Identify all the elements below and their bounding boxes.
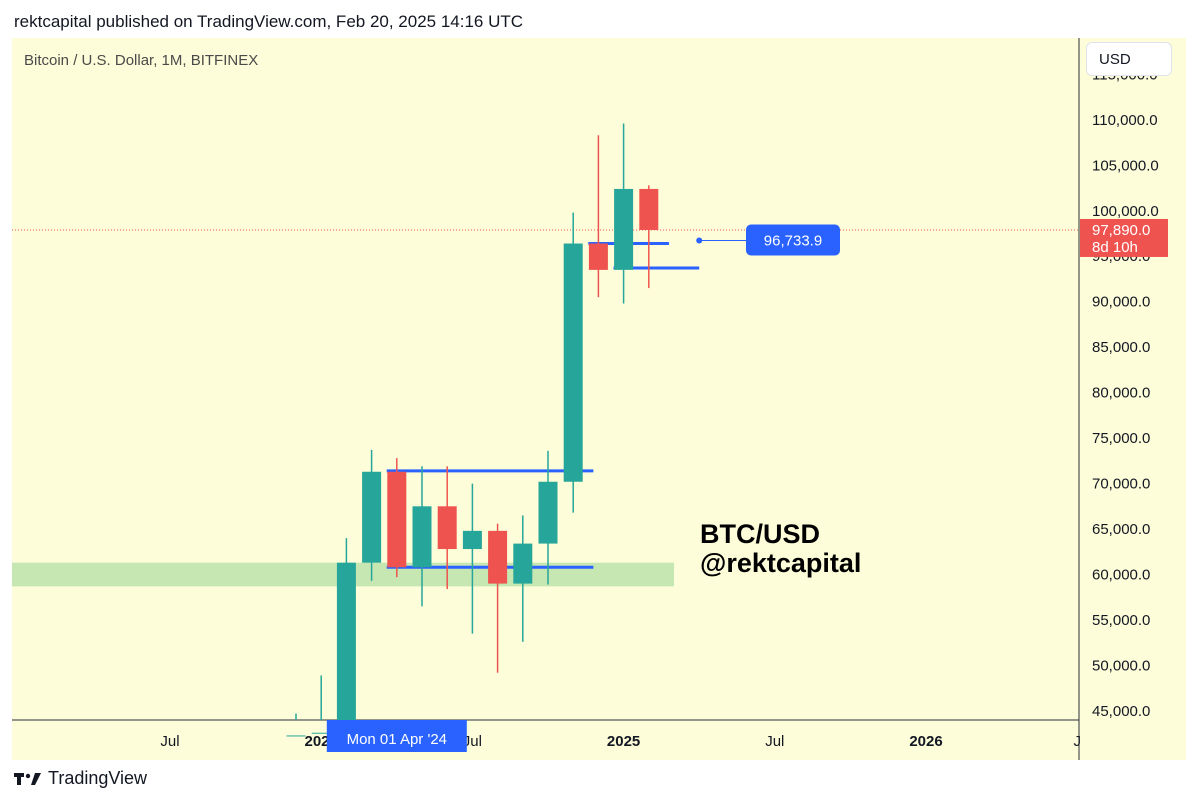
x-tick-label: 2026 — [909, 733, 942, 750]
x-tick-label: Jul — [463, 733, 482, 750]
candle-2024-06[interactable] — [437, 466, 457, 590]
candle-2024-12[interactable] — [588, 135, 608, 298]
candle-body — [311, 732, 331, 734]
watermark-line-2: @rektcapital — [700, 548, 862, 578]
candle-2023-12[interactable] — [286, 713, 306, 737]
last-price-value: 97,890.0 — [1092, 222, 1150, 239]
candle-2024-07[interactable] — [462, 483, 482, 634]
candlestick-chart[interactable]: 96,733.9 45,000.0 50,000.0 55,000.0 60,000.… — [12, 38, 1186, 760]
y-tick-label: 65,000.0 — [1092, 521, 1150, 538]
tradingview-logo-icon — [14, 772, 41, 785]
x-tick-label: 2025 — [607, 733, 640, 750]
candle-body — [639, 188, 659, 230]
candle-body — [362, 471, 382, 563]
candle-body — [336, 562, 356, 720]
candle-body — [437, 506, 457, 550]
currency-button[interactable]: USD — [1086, 42, 1172, 76]
plot-background — [12, 38, 1079, 720]
candle-body — [412, 506, 432, 568]
y-tick-label: 110,000.0 — [1092, 112, 1158, 129]
candle-2024-08[interactable] — [488, 523, 508, 673]
footer-brand: TradingView — [48, 768, 148, 788]
y-tick-label: 80,000.0 — [1092, 385, 1150, 402]
candle-body — [462, 530, 482, 550]
y-tick-label: 55,000.0 — [1092, 612, 1150, 629]
candle-2024-05[interactable] — [412, 466, 432, 607]
y-tick-label: 85,000.0 — [1092, 339, 1150, 356]
candle-body — [286, 735, 306, 737]
candle-2024-10[interactable] — [538, 450, 558, 585]
candle-body — [513, 543, 533, 584]
candle-2024-04[interactable] — [387, 458, 407, 578]
bar-countdown: 8d 10h — [1092, 239, 1138, 256]
y-tick-label: 90,000.0 — [1092, 294, 1150, 311]
x-tick-label: J — [1073, 733, 1081, 750]
crosshair-time-label: Mon 01 Apr '24 — [326, 720, 467, 752]
horizontal-ray-label[interactable]: 96,733.9 — [746, 224, 840, 256]
last-price-badge: 97,890.08d 10h — [1080, 218, 1168, 257]
watermark-line-1: BTC/USD — [700, 519, 820, 549]
y-tick-label: 60,000.0 — [1092, 567, 1150, 584]
candle-body — [387, 471, 407, 568]
x-tick-label: Jul — [160, 733, 179, 750]
y-tick-label: 100,000.0 — [1092, 203, 1159, 220]
symbol-title: Bitcoin / U.S. Dollar, 1M, BITFINEX — [24, 52, 259, 69]
footer[interactable]: TradingView — [14, 768, 147, 789]
y-tick-label: 105,000.0 — [1092, 157, 1159, 174]
horizontal-ray-anchor[interactable] — [696, 237, 703, 244]
candle-body — [588, 243, 608, 270]
publish-header: rektcapital published on TradingView.com… — [14, 12, 524, 31]
candle-body — [488, 530, 508, 584]
chart-frame[interactable]: 96,733.9 45,000.0 50,000.0 55,000.0 60,000.… — [12, 38, 1186, 760]
y-tick-label: 70,000.0 — [1092, 476, 1150, 493]
candle-body — [614, 188, 634, 270]
x-tick-label: Jul — [765, 733, 784, 750]
candle-2024-02[interactable] — [336, 538, 356, 720]
horizontal-ray-value: 96,733.9 — [764, 232, 822, 249]
candle-2025-02[interactable] — [639, 185, 659, 289]
candle-2025-01[interactable] — [614, 123, 634, 304]
crosshair-time-text: Mon 01 Apr '24 — [347, 731, 447, 748]
candle-2024-01[interactable] — [311, 675, 331, 734]
y-tick-label: 50,000.0 — [1092, 657, 1150, 674]
y-tick-label: 45,000.0 — [1092, 703, 1150, 720]
candle-2024-03[interactable] — [362, 449, 382, 581]
candle-2024-11[interactable] — [563, 212, 583, 513]
candle-2024-09[interactable] — [513, 515, 533, 642]
y-tick-label: 75,000.0 — [1092, 430, 1150, 447]
chart-watermark: BTC/USD @rektcapital — [700, 520, 861, 578]
candle-body — [538, 481, 558, 544]
candle-body — [563, 243, 583, 482]
